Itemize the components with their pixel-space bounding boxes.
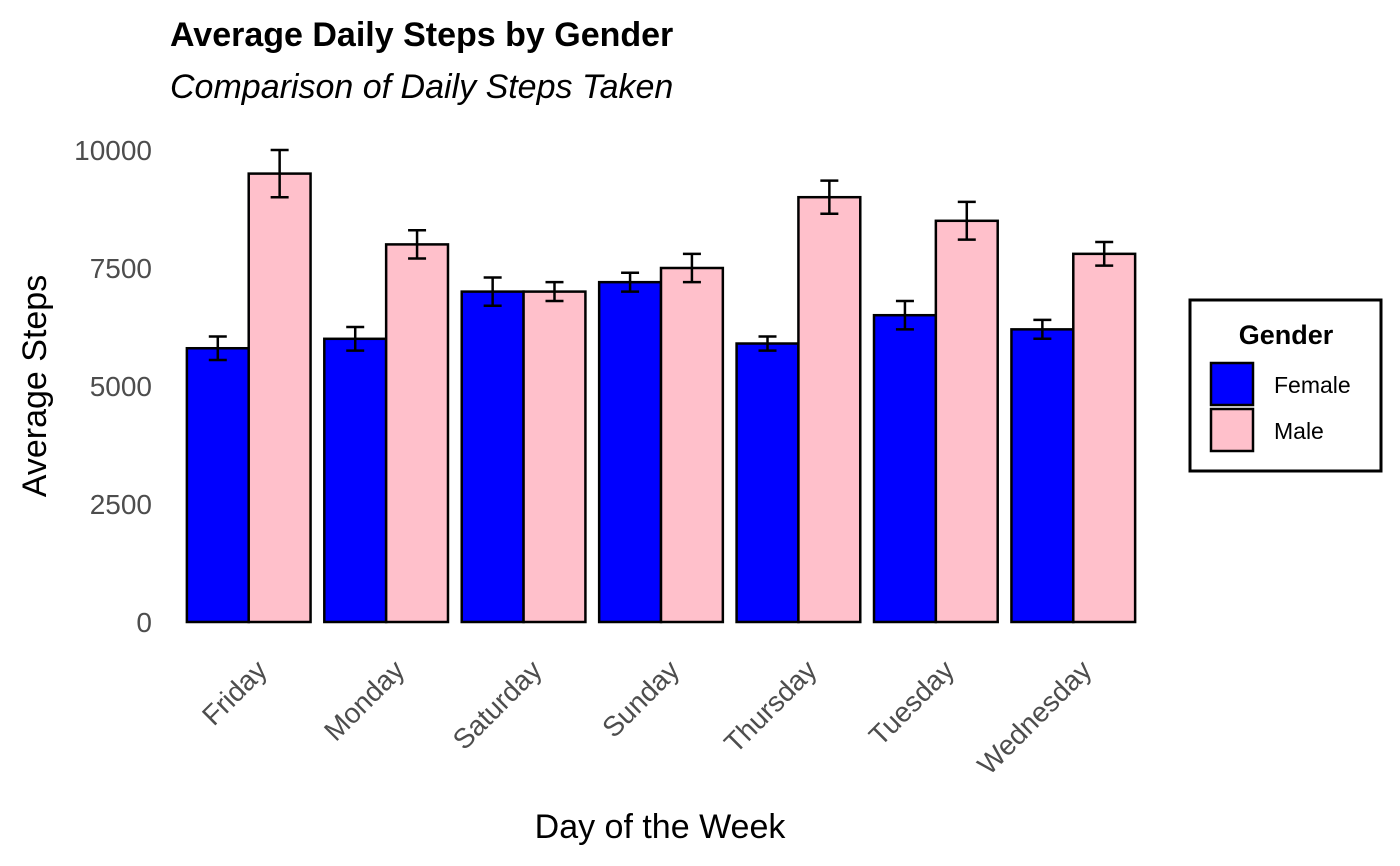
- legend-key-female: [1209, 361, 1255, 407]
- error-bar-male-saturday: [545, 280, 564, 303]
- error-bar-female-friday: [208, 335, 227, 362]
- bar-male-tuesday: [934, 219, 999, 624]
- error-bar-female-tuesday: [895, 299, 914, 331]
- chart-subtitle: Comparison of Daily Steps Taken: [170, 68, 673, 106]
- y-axis-title: Average Steps: [16, 275, 54, 497]
- bar-female-thursday: [735, 342, 800, 624]
- error-bar-female-thursday: [758, 335, 777, 352]
- error-bar-female-saturday: [483, 276, 502, 308]
- x-tick-label: Wednesday: [971, 654, 1097, 780]
- bar-female-saturday: [460, 290, 525, 624]
- legend: Gender Female Male: [1188, 298, 1383, 473]
- chart-title: Average Daily Steps by Gender: [170, 16, 673, 54]
- x-tick-label: Tuesday: [863, 654, 960, 751]
- bar-male-monday: [384, 243, 450, 624]
- bar-female-wednesday: [1010, 328, 1075, 624]
- x-tick-label: Saturday: [447, 654, 548, 755]
- bar-male-thursday: [797, 195, 862, 624]
- legend-label-male: Male: [1274, 418, 1324, 444]
- y-axis-ticks: 0 2500 5000 7500 10000: [74, 135, 152, 638]
- error-bar-male-friday: [270, 148, 289, 199]
- bars-layer: [185, 172, 1137, 624]
- y-tick-label: 0: [136, 607, 152, 638]
- bar-male-wednesday: [1072, 252, 1137, 624]
- error-bar-male-tuesday: [957, 200, 976, 241]
- x-tick-label: Monday: [318, 654, 410, 746]
- error-bar-male-wednesday: [1095, 240, 1114, 267]
- error-bar-female-sunday: [621, 271, 640, 293]
- error-bar-female-wednesday: [1033, 318, 1052, 341]
- x-tick-label: Sunday: [596, 654, 685, 743]
- error-bars-layer: [208, 148, 1114, 362]
- bar-male-friday: [247, 172, 312, 624]
- x-axis-title: Day of the Week: [535, 808, 787, 846]
- y-tick-label: 2500: [90, 489, 152, 520]
- bar-female-monday: [323, 337, 388, 624]
- bar-female-tuesday: [872, 313, 938, 624]
- error-bar-female-monday: [346, 325, 365, 352]
- y-tick-label: 5000: [90, 371, 152, 402]
- legend-items: Female Male: [1209, 361, 1351, 453]
- bar-male-sunday: [659, 266, 725, 624]
- legend-title: Gender: [1239, 320, 1334, 350]
- error-bar-male-monday: [408, 228, 427, 260]
- x-tick-label: Thursday: [718, 654, 822, 758]
- x-tick-label: Friday: [196, 654, 273, 731]
- bar-female-friday: [185, 346, 250, 624]
- error-bar-male-sunday: [682, 252, 701, 284]
- legend-key-male: [1209, 407, 1255, 453]
- error-bar-male-thursday: [820, 179, 839, 215]
- legend-label-female: Female: [1274, 372, 1351, 398]
- bar-female-sunday: [597, 280, 663, 624]
- y-tick-label: 7500: [90, 253, 152, 284]
- y-tick-label: 10000: [74, 135, 152, 166]
- bar-male-saturday: [522, 290, 587, 624]
- x-axis-ticks: Friday Monday Saturday Sunday Thursday Tuesda…: [196, 654, 1098, 780]
